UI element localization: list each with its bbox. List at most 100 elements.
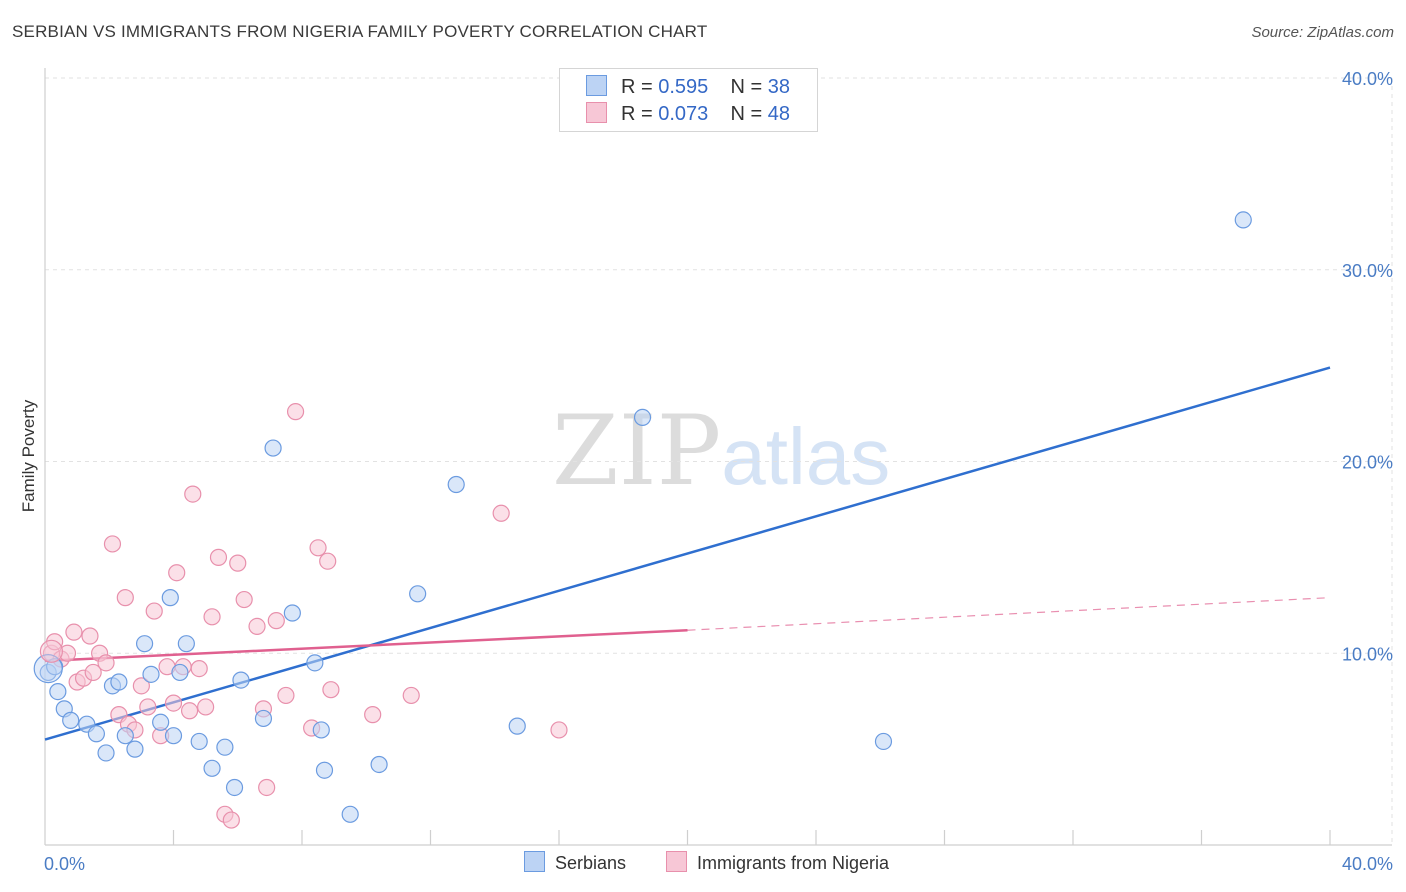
serbians-point xyxy=(126,740,144,758)
nigeria-point xyxy=(209,548,228,566)
nigeria-point xyxy=(58,644,77,662)
legend-r-value: 0.595 xyxy=(658,76,709,98)
nigeria-point xyxy=(81,627,99,645)
nigeria-trend-line-extension xyxy=(687,597,1331,631)
source-label: Source: ZipAtlas.com xyxy=(1251,24,1394,41)
nigeria-point xyxy=(97,654,115,672)
nigeria-point xyxy=(84,663,102,682)
serbians-point xyxy=(409,585,427,603)
nigeria-point xyxy=(184,485,202,503)
serbians-point xyxy=(283,604,301,622)
data-points xyxy=(33,211,1252,829)
legend: R = 0.595 N = 38 R = 0.073 N = 48 xyxy=(559,68,818,132)
legend-swatch-serbians xyxy=(586,75,607,96)
serbians-point xyxy=(315,761,334,779)
serbians-point xyxy=(232,671,250,689)
serbians-point xyxy=(254,709,273,728)
nigeria-point xyxy=(197,698,215,716)
legend-row-nigeria: R = 0.073 N = 48 xyxy=(586,102,790,126)
nigeria-point xyxy=(322,681,340,699)
serbians-point xyxy=(177,635,195,653)
nigeria-point xyxy=(258,778,276,797)
serbians-point xyxy=(190,732,208,751)
nigeria-point xyxy=(203,608,221,626)
legend-n-label: N = xyxy=(730,103,768,125)
nigeria-point xyxy=(190,659,208,678)
nigeria-point xyxy=(286,403,305,421)
serbians-point xyxy=(97,744,115,762)
nigeria-point xyxy=(132,677,150,695)
nigeria-point xyxy=(492,504,510,522)
serbians-point xyxy=(264,439,282,457)
nigeria-point xyxy=(65,623,83,641)
nigeria-point xyxy=(180,702,199,720)
legend-n-label: N = xyxy=(730,76,768,98)
serbians-point xyxy=(116,727,134,745)
serbians-point xyxy=(49,682,67,701)
legend-n-value: 48 xyxy=(767,103,791,125)
nigeria-point xyxy=(139,698,157,716)
serbians-trend-line xyxy=(44,366,1331,741)
legend-r-label: R = xyxy=(621,76,659,98)
bottom-legend-nigeria: Immigrants from Nigeria xyxy=(666,851,889,874)
bottom-legend-serbians: Serbians xyxy=(524,851,626,874)
tick-labels: 10.0% 20.0% 30.0% 40.0% 0.0% 40.0% xyxy=(44,69,1393,874)
watermark-atlas: atlas xyxy=(721,412,891,501)
serbians-point xyxy=(633,408,652,426)
nigeria-point xyxy=(319,552,337,570)
nigeria-point xyxy=(229,554,247,572)
nigeria-point xyxy=(116,589,134,607)
serbians-point xyxy=(62,711,80,729)
serbians-point xyxy=(447,475,465,494)
bottom-legend-swatch-serbians xyxy=(524,851,545,872)
nigeria-point xyxy=(550,721,568,739)
nigeria-point xyxy=(168,564,186,582)
serbians-point xyxy=(203,759,221,777)
bottom-legend-label-serbians: Serbians xyxy=(555,853,627,873)
legend-r-label: R = xyxy=(621,103,659,125)
y-tick-label: 20.0% xyxy=(1342,453,1393,473)
serbians-point xyxy=(164,727,183,745)
nigeria-point xyxy=(103,535,122,553)
serbians-point xyxy=(171,663,189,682)
bottom-legend-swatch-nigeria xyxy=(666,851,687,872)
nigeria-point xyxy=(145,602,163,620)
x-tick-label: 40.0% xyxy=(1342,854,1393,874)
serbians-point xyxy=(87,725,106,743)
nigeria-point xyxy=(248,617,266,636)
serbians-point xyxy=(306,654,324,672)
serbians-point xyxy=(370,755,388,774)
serbians-point xyxy=(110,673,128,691)
nigeria-point xyxy=(164,694,183,712)
serbians-point xyxy=(142,665,160,683)
serbians-point xyxy=(508,717,526,735)
axes xyxy=(44,68,1392,846)
nigeria-point xyxy=(364,706,382,724)
legend-r-value: 0.073 xyxy=(658,103,709,125)
serbians-point xyxy=(135,635,154,653)
y-tick-label: 30.0% xyxy=(1342,261,1393,281)
trend-lines xyxy=(44,366,1331,741)
serbians-point xyxy=(216,738,234,756)
serbians-point xyxy=(1234,211,1252,229)
nigeria-point xyxy=(277,686,295,705)
x-tick-label: 0.0% xyxy=(44,854,85,874)
nigeria-point xyxy=(222,811,240,829)
serbians-point xyxy=(874,732,893,751)
nigeria-point xyxy=(235,590,253,609)
chart-title: SERBIAN VS IMMIGRANTS FROM NIGERIA FAMIL… xyxy=(12,22,708,41)
nigeria-point xyxy=(402,686,420,705)
serbians-point xyxy=(225,778,244,797)
nigeria-point xyxy=(267,612,285,630)
bottom-legend-label-nigeria: Immigrants from Nigeria xyxy=(697,853,890,873)
nigeria-trend-line xyxy=(44,628,688,663)
serbians-point xyxy=(341,805,359,823)
y-tick-label: 10.0% xyxy=(1342,644,1393,664)
nigeria-point-cluster xyxy=(39,639,64,663)
y-tick-label: 40.0% xyxy=(1342,69,1393,89)
legend-swatch-nigeria xyxy=(586,102,607,123)
serbians-point xyxy=(312,721,330,739)
legend-row-serbians: R = 0.595 N = 38 xyxy=(586,75,790,99)
serbians-point xyxy=(161,589,179,607)
